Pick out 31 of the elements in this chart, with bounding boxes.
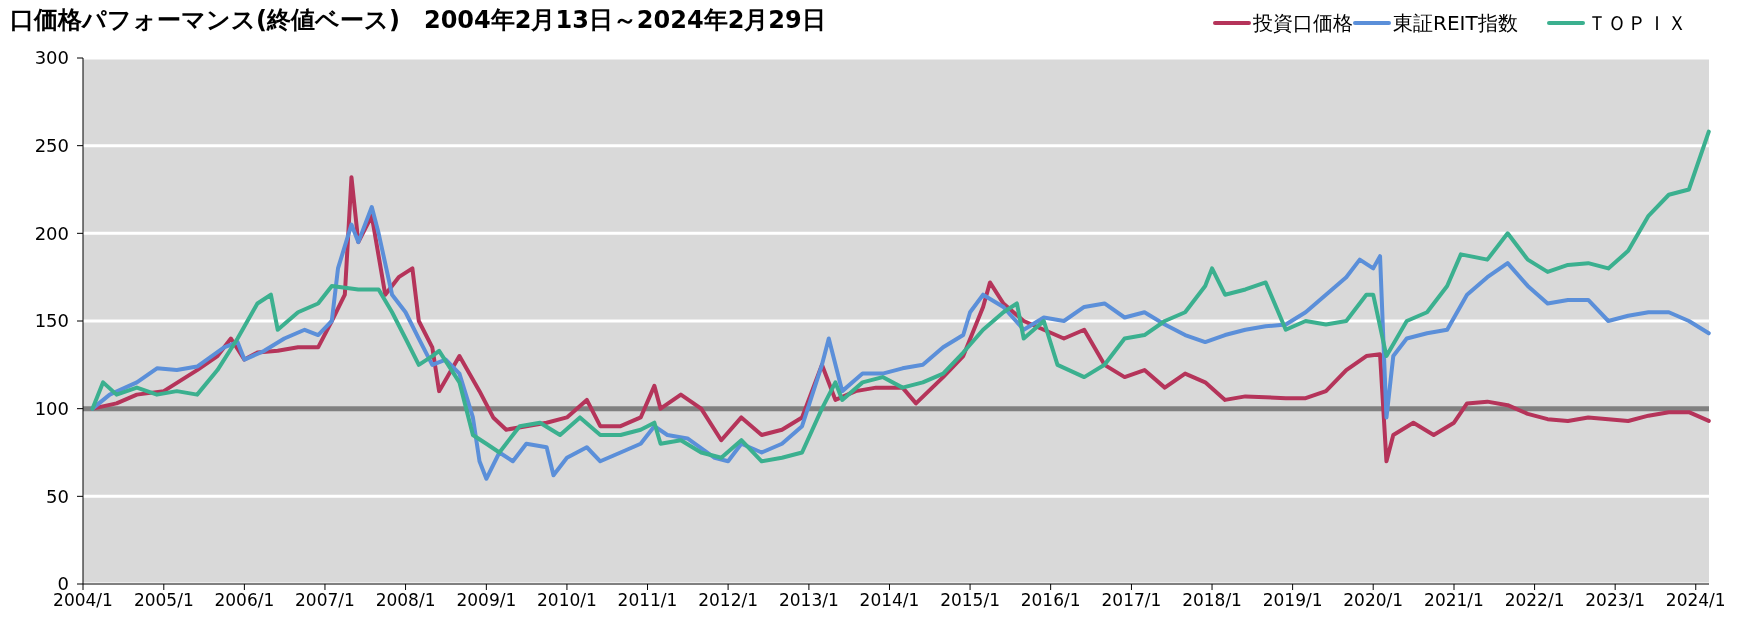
x-tick-label: 2008/1 <box>375 590 436 610</box>
legend-label: ＴＯＰＩＸ <box>1587 11 1687 35</box>
x-tick-label: 2005/1 <box>133 590 194 610</box>
x-tick-label: 2020/1 <box>1343 590 1404 610</box>
y-tick-label: 150 <box>34 310 69 332</box>
x-tick-label: 2009/1 <box>456 590 517 610</box>
x-tick-label: 2007/1 <box>295 590 355 610</box>
x-tick-label: 2015/1 <box>940 590 1000 610</box>
x-tick-label: 2018/1 <box>1182 590 1242 610</box>
x-tick-label: 2024/1 <box>1665 590 1726 610</box>
x-tick-label: 2011/1 <box>617 590 678 610</box>
x-tick-label: 2012/1 <box>698 590 759 610</box>
x-tick-label: 2014/1 <box>859 590 920 610</box>
x-tick-label: 2019/1 <box>1262 590 1323 610</box>
legend-label: 投資口価格 <box>1252 11 1353 35</box>
y-tick-label: 100 <box>34 397 69 419</box>
chart-title: 口価格パフォーマンス(終値ベース) 2004年2月13日～2024年2月29日 <box>10 6 826 34</box>
y-tick-label: 300 <box>34 47 69 69</box>
x-tick-label: 2017/1 <box>1101 590 1162 610</box>
x-tick-label: 2013/1 <box>779 590 839 610</box>
y-tick-label: 200 <box>34 222 69 244</box>
x-tick-label: 2021/1 <box>1424 590 1484 610</box>
x-tick-label: 2006/1 <box>214 590 275 610</box>
y-tick-label: 250 <box>34 134 69 156</box>
legend-label: 東証REIT指数 <box>1393 11 1518 35</box>
x-tick-label: 2004/1 <box>53 590 113 610</box>
x-tick-label: 2016/1 <box>1020 590 1081 610</box>
x-tick-label: 2023/1 <box>1585 590 1646 610</box>
y-tick-label: 50 <box>46 485 69 507</box>
x-tick-label: 2010/1 <box>537 590 597 610</box>
x-tick-label: 2022/1 <box>1504 590 1565 610</box>
